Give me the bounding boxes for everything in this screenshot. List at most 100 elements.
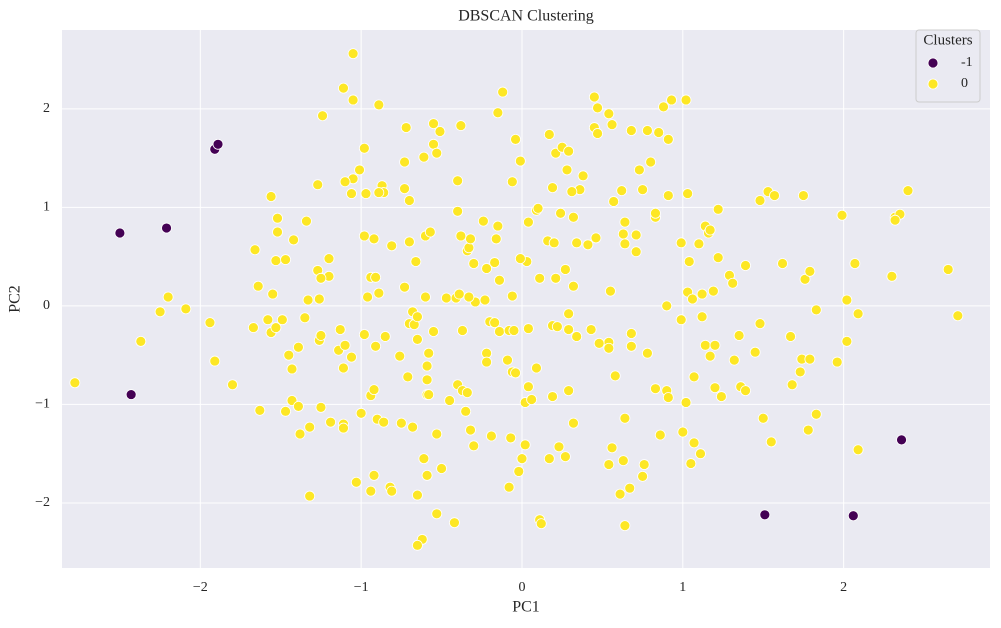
scatter-point xyxy=(468,258,480,269)
scatter-point xyxy=(477,215,489,227)
scatter-point xyxy=(553,441,565,453)
scatter-point xyxy=(444,395,456,406)
scatter-point xyxy=(619,412,631,424)
scatter-point xyxy=(288,234,299,246)
scatter-point xyxy=(571,237,583,249)
scatter-point xyxy=(293,401,304,412)
scatter-point xyxy=(386,240,398,252)
scatter-point xyxy=(563,145,575,157)
scatter-point xyxy=(548,237,560,249)
scatter-point xyxy=(302,294,314,306)
scatter-point xyxy=(347,94,359,106)
scatter-point xyxy=(749,346,761,358)
scatter-point xyxy=(280,254,291,265)
scatter-point xyxy=(516,453,528,465)
scatter-point xyxy=(420,291,431,303)
scatter-point xyxy=(593,337,605,349)
scatter-point xyxy=(502,354,513,366)
scatter-point xyxy=(365,485,377,497)
scatter-point xyxy=(436,463,447,474)
scatter-point xyxy=(688,371,700,383)
scatter-point xyxy=(712,252,724,264)
scatter-point xyxy=(494,326,505,337)
scatter-point xyxy=(603,459,615,470)
scatter-point xyxy=(154,306,166,318)
scatter-point xyxy=(304,490,316,502)
scatter-point xyxy=(227,379,238,391)
scatter-point xyxy=(592,128,603,139)
scatter-point xyxy=(769,190,780,201)
scatter-point xyxy=(510,133,521,145)
scatter-point xyxy=(519,439,531,451)
scatter-point xyxy=(740,260,751,271)
y-tick-label: −1 xyxy=(35,397,50,412)
scatter-point xyxy=(431,147,443,159)
legend-label: -1 xyxy=(961,55,973,70)
scatter-point xyxy=(249,244,261,256)
scatter-point xyxy=(286,363,298,375)
y-tick-label: 0 xyxy=(43,298,50,313)
scatter-point xyxy=(161,222,172,234)
scatter-point xyxy=(403,236,415,248)
scatter-point xyxy=(810,304,822,316)
scatter-point xyxy=(625,125,637,136)
scatter-point xyxy=(283,349,295,361)
scatter-point xyxy=(727,277,739,289)
scatter-point xyxy=(513,466,525,477)
scatter-point xyxy=(347,48,359,60)
scatter-point xyxy=(421,360,433,372)
scatter-point xyxy=(633,164,645,176)
scatter-point xyxy=(666,94,677,106)
scatter-point xyxy=(561,164,573,176)
scatter-point xyxy=(642,347,653,359)
scatter-point xyxy=(358,142,370,154)
scatter-point xyxy=(494,274,505,286)
scatter-point xyxy=(785,331,796,342)
scatter-point xyxy=(338,422,349,434)
scatter-point xyxy=(135,335,147,347)
scatter-point xyxy=(852,308,864,320)
scatter-point xyxy=(654,429,666,441)
x-tick-label: −1 xyxy=(354,580,369,595)
scatter-point xyxy=(566,186,578,197)
scatter-point xyxy=(810,408,822,420)
scatter-point xyxy=(421,374,433,386)
scatter-point xyxy=(707,285,719,297)
scatter-point xyxy=(551,321,563,332)
grid xyxy=(62,30,990,568)
scatter-point xyxy=(765,436,777,448)
scatter-point xyxy=(831,356,843,368)
scatter-point xyxy=(276,314,288,326)
scatter-point xyxy=(532,202,544,214)
legend: Clusters -1 0 xyxy=(915,29,981,103)
x-axis-label: PC1 xyxy=(512,599,540,616)
scatter-point xyxy=(424,226,436,238)
scatter-point xyxy=(421,469,433,481)
points xyxy=(69,48,964,551)
scatter-point xyxy=(550,272,562,284)
scatter-point xyxy=(506,176,518,188)
scatter-point xyxy=(582,239,594,251)
scatter-point xyxy=(431,508,443,520)
scatter-point xyxy=(625,340,637,352)
scatter-point xyxy=(568,417,579,429)
legend-marker xyxy=(927,78,939,90)
scatter-point xyxy=(313,293,325,305)
scatter-point xyxy=(272,212,283,224)
scatter-point xyxy=(547,182,558,194)
scatter-point xyxy=(399,281,410,293)
scatter-point xyxy=(370,271,382,283)
scatter-point xyxy=(523,381,534,393)
scatter-point xyxy=(650,383,661,395)
scatter-point xyxy=(508,325,520,336)
scatter-point xyxy=(315,272,327,284)
scatter-point xyxy=(489,317,501,329)
scatter-point xyxy=(317,110,328,122)
scatter-point xyxy=(630,229,642,241)
scatter-point xyxy=(695,448,706,460)
scatter-point xyxy=(804,266,816,277)
scatter-point xyxy=(617,455,629,466)
scatter-point xyxy=(403,195,415,206)
scatter-point xyxy=(463,291,475,303)
scatter-point xyxy=(338,82,349,94)
